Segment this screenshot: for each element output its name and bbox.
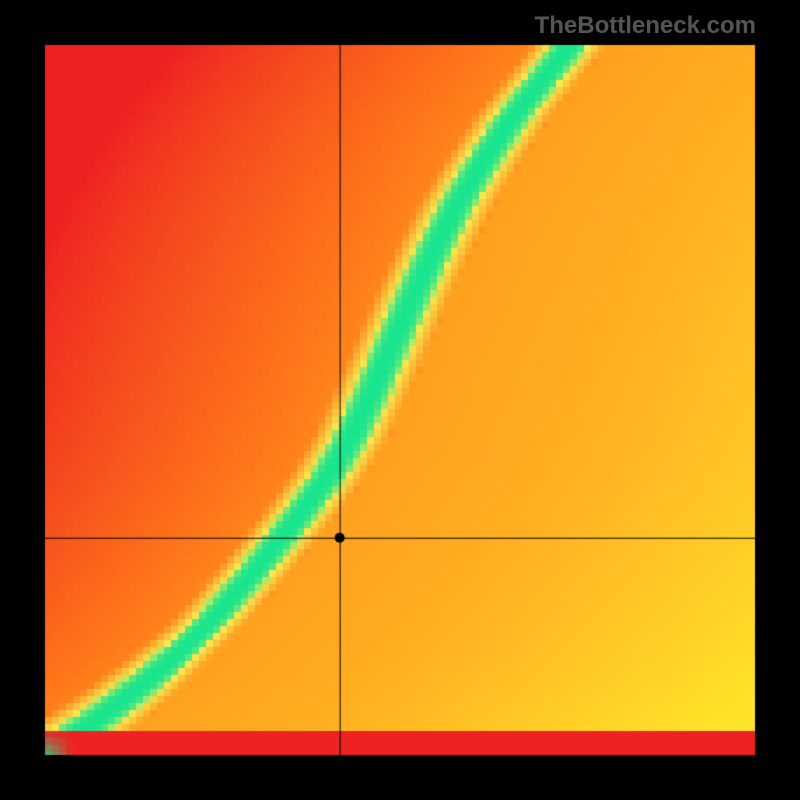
heatmap-canvas	[0, 0, 800, 800]
watermark-text: TheBottleneck.com	[535, 12, 756, 40]
chart-container: TheBottleneck.com	[0, 0, 800, 800]
